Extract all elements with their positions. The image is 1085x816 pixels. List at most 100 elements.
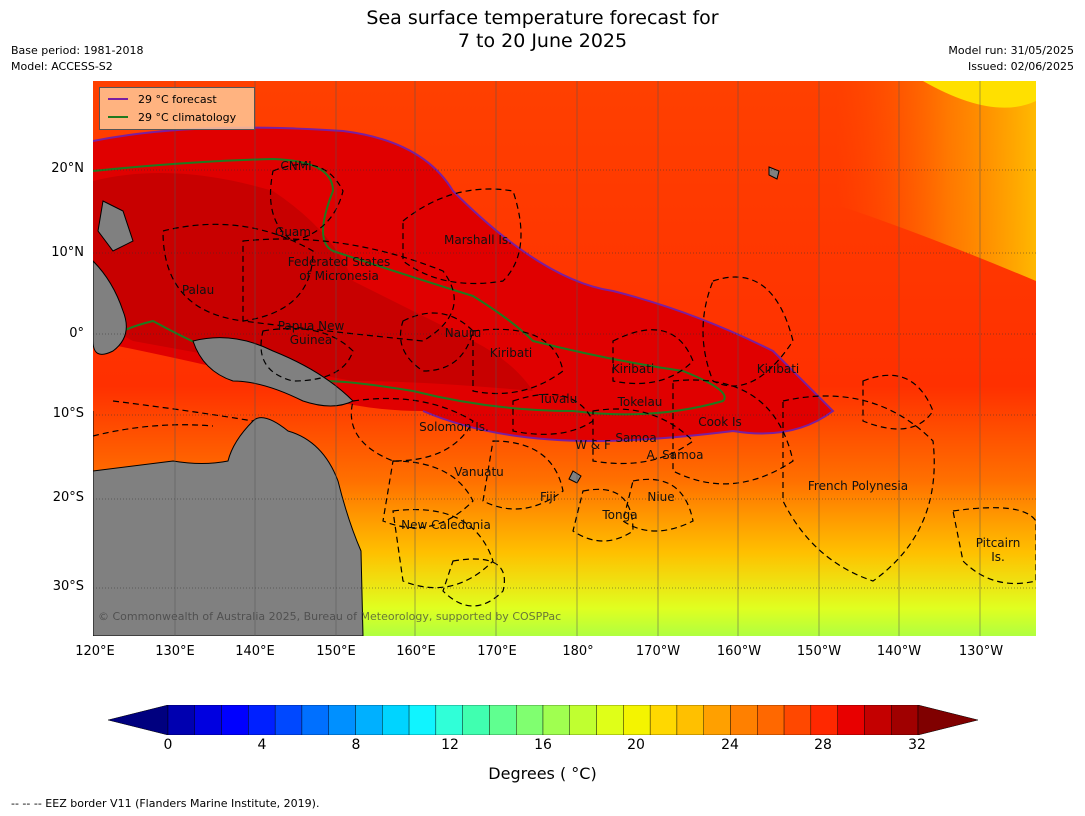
lon-label-140e: 140°E	[235, 644, 275, 659]
place-label: Samoa	[615, 431, 657, 445]
meta-right: Model run: 31/05/2025 Issued: 02/06/2025	[948, 43, 1074, 75]
place-label: Kiribati	[489, 346, 533, 360]
colorbar-tick-label: 12	[441, 737, 459, 753]
place-label: Nauru	[444, 326, 482, 340]
lat-label-10n: 10°N	[51, 245, 84, 260]
east-cool-region	[593, 81, 1036, 281]
colorbar-bin	[435, 705, 463, 735]
base-period: Base period: 1981-2018	[11, 44, 144, 57]
colorbar-bin	[891, 705, 919, 735]
place-label: New Caledonia	[401, 518, 491, 532]
colorbar-tick-label: 28	[814, 737, 832, 753]
place-label: Solomon Is.	[419, 420, 489, 434]
place-label: W & F	[575, 438, 611, 452]
place-label: Palau	[181, 283, 215, 297]
australia-land	[93, 411, 364, 636]
colorbar-max-extension	[917, 705, 978, 735]
place-label: Federated States of Micronesia	[287, 255, 391, 283]
colorbar-min-extension	[108, 705, 169, 735]
place-label: Tonga	[602, 508, 638, 522]
colorbar-bin	[516, 705, 544, 735]
place-label: Tokelau	[617, 395, 663, 409]
map-legend: 29 °C forecast 29 °C climatology	[99, 87, 255, 130]
colorbar-bin	[355, 705, 383, 735]
place-label: Marshall Is.	[444, 233, 512, 247]
place-label: Cook Is	[698, 415, 742, 429]
lat-label-20s: 20°S	[52, 490, 84, 505]
colorbar-bin	[703, 705, 731, 735]
colorbar-bin	[382, 705, 410, 735]
legend-forecast-label: 29 °C forecast	[138, 92, 217, 106]
place-label: Fiji	[539, 490, 557, 504]
colorbar	[108, 705, 978, 735]
colorbar-bin	[328, 705, 356, 735]
colorbar-tick-label: 20	[627, 737, 645, 753]
colorbar-bin	[810, 705, 838, 735]
colorbar-bin	[542, 705, 570, 735]
place-label: A. Samoa	[646, 448, 704, 462]
place-label: Papua New Guinea	[277, 319, 345, 347]
lat-gridlines	[93, 169, 1036, 589]
colorbar-bin	[569, 705, 597, 735]
colorbar-tick-label: 32	[908, 737, 926, 753]
lon-label-130e: 130°E	[155, 644, 195, 659]
colorbar-tick-label: 4	[257, 737, 267, 753]
colorbar-bin	[864, 705, 892, 735]
colorbar-tick-label: 16	[534, 737, 552, 753]
map-svg	[93, 81, 1036, 636]
title-line-1: Sea surface temperature forecast for	[366, 7, 719, 29]
colorbar-bin	[489, 705, 517, 735]
colorbar-bin	[274, 705, 303, 735]
climatology-swatch	[108, 116, 128, 118]
place-label: Guam	[275, 225, 311, 239]
colorbar-tick-label: 8	[351, 737, 361, 753]
place-label: Niue	[647, 490, 675, 504]
model-name: Model: ACCESS-S2	[11, 60, 113, 73]
colorbar-bin	[623, 705, 651, 735]
place-label: Tuvalu	[538, 392, 578, 406]
lon-label-180: 180°	[562, 644, 594, 659]
lon-label-170e: 170°E	[477, 644, 517, 659]
colorbar-title: Degrees ( °C)	[488, 764, 597, 783]
colorbar-bin	[462, 705, 490, 735]
colorbar-bin	[408, 705, 437, 735]
colorbar-tick-label: 24	[721, 737, 739, 753]
place-label: Kiribati	[611, 362, 655, 376]
legend-climatology-label: 29 °C climatology	[138, 110, 237, 124]
warm-pool-core	[93, 173, 533, 391]
colorbar-bin	[596, 705, 624, 735]
eez-footnote: -- -- -- EEZ border V11 (Flanders Marine…	[11, 797, 320, 810]
lon-label-160w: 160°W	[716, 644, 762, 659]
lon-gridlines	[174, 81, 981, 636]
forecast-29c-contour	[93, 126, 835, 443]
northeast-warm-band	[923, 81, 1036, 108]
lat-label-20n: 20°N	[51, 161, 84, 176]
colorbar-bin	[783, 705, 812, 735]
issued-date: Issued: 02/06/2025	[967, 60, 1074, 73]
colorbar-bin	[221, 705, 249, 735]
place-label: CNMI	[280, 159, 312, 173]
chart-title: Sea surface temperature forecast for 7 t…	[0, 7, 1085, 53]
philippines-indonesia-land	[93, 260, 127, 355]
colorbar-bin	[194, 705, 222, 735]
colorbar-bin	[649, 705, 678, 735]
colorbar-bin	[301, 705, 329, 735]
colorbar-tick-label: 0	[163, 737, 173, 753]
place-label: French Polynesia	[807, 479, 909, 493]
new-guinea-land	[192, 337, 354, 407]
lon-label-140w: 140°W	[876, 644, 922, 659]
lat-label-30s: 30°S	[52, 579, 84, 594]
colorbar-bin	[167, 705, 195, 735]
lon-label-150w: 150°W	[796, 644, 842, 659]
colorbar-bin	[676, 705, 704, 735]
lon-label-170w: 170°W	[635, 644, 681, 659]
place-label: Kiribati	[756, 362, 800, 376]
copyright-notice: © Commonwealth of Australia 2025, Bureau…	[98, 610, 562, 623]
place-label: Pitcairn Is.	[975, 536, 1021, 564]
forecast-swatch	[108, 98, 128, 100]
philippines-land	[97, 200, 134, 252]
legend-item-climatology: 29 °C climatology	[108, 110, 236, 124]
lon-label-120e: 120°E	[75, 644, 115, 659]
lon-label-160e: 160°E	[396, 644, 436, 659]
title-line-2: 7 to 20 June 2025	[457, 30, 628, 52]
